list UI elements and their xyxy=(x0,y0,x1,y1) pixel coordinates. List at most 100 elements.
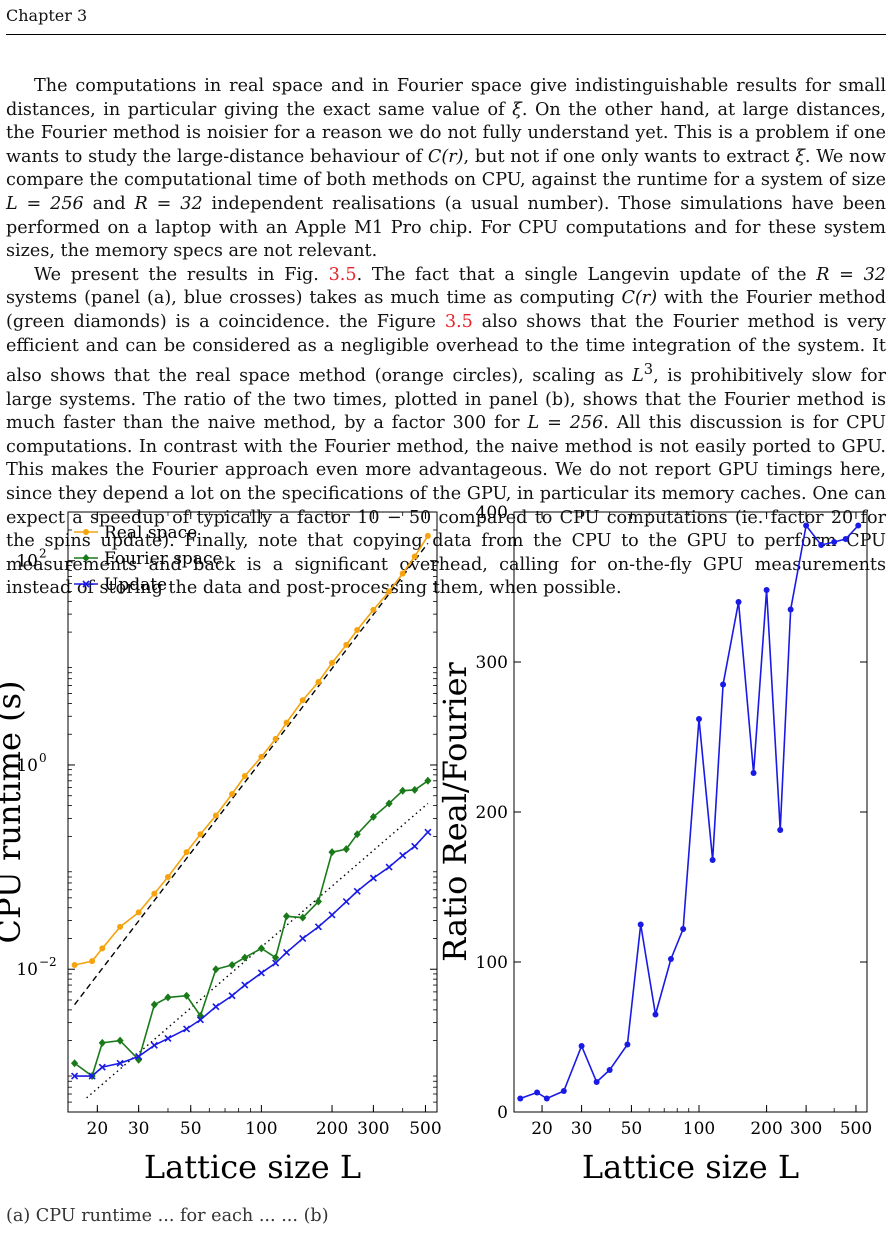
data-point-2-12-b xyxy=(257,969,265,977)
figure-ref-link-2[interactable]: 3.5 xyxy=(444,311,473,332)
y-tick-label: 0 xyxy=(497,1103,508,1123)
y-tick-exponent: 0 xyxy=(39,751,47,765)
p2-text-5: also shows that the Fourier method is ve… xyxy=(6,311,886,386)
data-point-2-22-b xyxy=(399,851,407,860)
data-point-2-2-b xyxy=(98,1063,106,1071)
data-point-2-15-b xyxy=(299,934,307,943)
p2-text-1: We present the results in Fig. xyxy=(34,264,329,285)
data-point-1-0 xyxy=(70,1059,79,1068)
p1-math-cr: C(r) xyxy=(427,146,464,167)
data-point-0-9 xyxy=(212,812,219,819)
legend-marker-1 xyxy=(82,554,90,562)
p2-text-4: with the Fourier method (green diamonds)… xyxy=(6,288,886,332)
data-point-2-6-b xyxy=(164,1034,172,1043)
data-point-1-24 xyxy=(424,776,432,785)
y-tick-exponent: −2 xyxy=(39,955,57,969)
p1-math-r: R = 32 xyxy=(134,193,203,214)
paragraph-2: We present the results in Fig. 3.5. The … xyxy=(6,264,886,601)
data-point-0-19 xyxy=(787,606,794,613)
data-point-2-4-b xyxy=(135,1052,143,1061)
data-point-1-9 xyxy=(212,965,220,974)
x-tick-label: 300 xyxy=(357,1119,389,1139)
data-point-0-5 xyxy=(593,1079,600,1085)
data-point-0-7 xyxy=(624,1041,631,1048)
data-point-1-17 xyxy=(328,848,336,857)
data-point-2-3-b xyxy=(116,1059,124,1067)
p1-text-4: . We now compare the computational time … xyxy=(6,146,887,191)
x-tick-label: 20 xyxy=(87,1119,109,1139)
data-point-0-4 xyxy=(578,1043,585,1049)
data-point-0-22 xyxy=(831,539,838,545)
data-point-0-21 xyxy=(386,588,393,595)
legend-label-2: Update xyxy=(104,575,167,595)
p2-text-2: . The fact that a single Langevin update… xyxy=(356,264,817,285)
x-tick-label: 100 xyxy=(245,1119,277,1139)
data-point-2-1-b xyxy=(88,1072,96,1080)
body-text: The computations in real space and in Fo… xyxy=(6,75,886,601)
p2-math-l3: L xyxy=(632,365,644,386)
data-point-0-0 xyxy=(71,962,78,969)
data-point-0-11 xyxy=(241,773,248,779)
data-point-0-24 xyxy=(424,532,431,539)
data-point-1-19 xyxy=(353,830,361,839)
legend-marker-0 xyxy=(83,529,89,535)
x-axis-label: Lattice size L xyxy=(144,1148,361,1186)
data-point-0-0 xyxy=(517,1095,524,1102)
data-point-0-1 xyxy=(89,958,96,965)
data-point-1-16 xyxy=(314,897,323,906)
data-point-0-3 xyxy=(117,923,124,930)
data-point-1-12 xyxy=(257,944,265,953)
data-point-0-12 xyxy=(696,716,703,722)
data-point-1-5 xyxy=(150,1000,158,1009)
data-point-0-13 xyxy=(709,857,716,863)
data-point-1-10 xyxy=(228,961,236,970)
data-point-0-6 xyxy=(606,1067,613,1073)
data-point-0-18 xyxy=(777,827,784,833)
data-point-1-23 xyxy=(411,785,419,794)
data-point-0-10 xyxy=(667,956,674,962)
series-line-0 xyxy=(74,535,429,966)
data-point-0-9 xyxy=(652,1011,659,1018)
y-tick-label: 400 xyxy=(476,503,508,523)
y-tick-label: 100 xyxy=(476,953,508,973)
y-tick-exponent: 2 xyxy=(39,547,47,561)
data-point-1-18 xyxy=(342,845,350,854)
data-point-2-23-b xyxy=(411,842,419,850)
data-point-0-17 xyxy=(763,587,770,593)
data-point-0-20 xyxy=(803,522,810,529)
data-point-0-11 xyxy=(680,926,687,932)
data-point-0-20 xyxy=(370,606,377,613)
data-point-0-3 xyxy=(560,1088,567,1094)
data-point-1-21 xyxy=(385,799,393,808)
series-line-1 xyxy=(74,780,429,1078)
data-point-1-11 xyxy=(241,953,249,962)
y-tick-label: 10 xyxy=(16,960,38,980)
data-point-0-14 xyxy=(720,681,727,688)
data-point-0-14 xyxy=(283,719,290,726)
legend-label-0: Real space xyxy=(104,523,197,543)
x-tick-label: 500 xyxy=(840,1119,872,1139)
plot-frame xyxy=(513,511,868,1113)
data-point-1-6 xyxy=(164,993,172,1002)
ratio-chart: 20 30 50 100 200 300 500 0 100 200 300 400 Lattice s… xyxy=(436,503,872,1186)
data-point-0-22 xyxy=(399,570,406,577)
data-point-2-9-b xyxy=(212,1003,220,1011)
data-point-0-23 xyxy=(411,553,418,560)
y-tick-label: 200 xyxy=(476,803,508,823)
data-point-0-7 xyxy=(183,849,190,856)
data-point-0-16 xyxy=(315,678,322,685)
figure-ref-link[interactable]: 3.5 xyxy=(328,264,357,285)
data-point-0-1 xyxy=(534,1089,541,1096)
data-point-0-5 xyxy=(151,890,158,897)
y-tick-label: 300 xyxy=(476,653,508,673)
data-point-2-0-b xyxy=(71,1072,79,1080)
series-line-0 xyxy=(520,523,859,1100)
data-point-0-6 xyxy=(164,874,171,881)
data-point-2-21-b xyxy=(385,863,393,871)
data-point-2-11-b xyxy=(241,981,249,989)
p2-math-cr: C(r) xyxy=(621,288,658,309)
p2-text-3: systems (panel (a), blue crosses) takes … xyxy=(6,288,622,309)
p2-text-7: . All this discussion is for CPU computa… xyxy=(6,413,886,599)
data-point-1-13 xyxy=(272,953,280,962)
